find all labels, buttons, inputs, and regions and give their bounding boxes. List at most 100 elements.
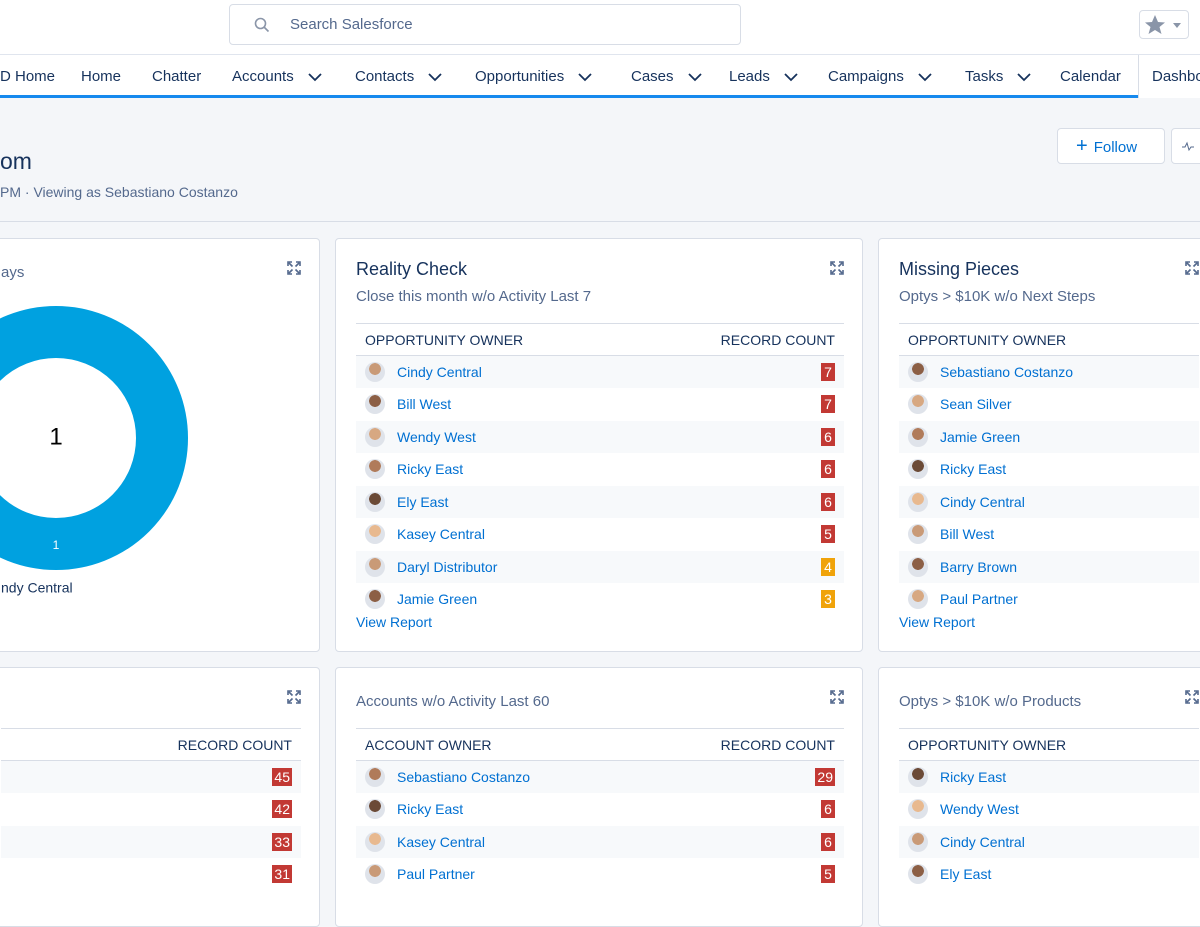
count-badge: 6	[821, 427, 835, 446]
nav-tab[interactable]: Campaigns	[828, 55, 932, 98]
search-box[interactable]: Search Salesforce	[229, 4, 741, 45]
table-row: Bill West 7	[356, 388, 844, 421]
owner-link[interactable]: Cindy Central	[908, 831, 1190, 852]
owner-link[interactable]: Jamie Green	[365, 589, 626, 610]
owner-link[interactable]: Sean Silver	[908, 394, 1190, 415]
avatar	[908, 799, 928, 820]
nav-tab[interactable]: Opportunities	[475, 55, 592, 98]
nav-tab[interactable]: Tasks	[965, 55, 1031, 98]
owner-link[interactable]: Kasey Central	[365, 831, 630, 852]
table-header-row: OPPORTUNITY OWNER	[899, 323, 1199, 356]
nav-tab[interactable]: Home	[81, 55, 121, 98]
owner-name: Sebastiano Costanzo	[397, 769, 531, 785]
view-report-link[interactable]: View Report	[899, 614, 976, 630]
expand-icon[interactable]	[1185, 261, 1199, 275]
nav-tab[interactable]: Dashbo	[1138, 55, 1200, 98]
owner-link[interactable]: Paul Partner	[365, 864, 630, 885]
owner-cell: Cindy Central	[356, 355, 635, 388]
owner-link[interactable]: Ricky East	[908, 767, 1190, 787]
nav-tab[interactable]: Leads	[729, 55, 798, 98]
nav-tab[interactable]: Cases	[631, 55, 702, 98]
expand-shape	[287, 261, 301, 275]
top-bar: Search Salesforce	[0, 0, 1200, 54]
count-badge: 5	[821, 865, 835, 884]
favorites-button[interactable]	[1139, 10, 1189, 39]
owner-cell: Ricky East	[899, 453, 1199, 486]
card-subtitle: Accounts w/o Activity Last 60	[356, 693, 550, 710]
owner-link[interactable]: Ricky East	[908, 459, 1190, 480]
owner-link[interactable]: Wendy West	[908, 799, 1190, 820]
owner-link[interactable]: Ely East	[908, 864, 1190, 885]
owner-link[interactable]: Ricky East	[365, 459, 626, 480]
column-header: OPPORTUNITY OWNER	[356, 323, 635, 356]
table-row: Ricky East 6	[356, 793, 844, 826]
avatar	[908, 362, 928, 382]
owner-link[interactable]: Jamie Green	[908, 426, 1190, 447]
avatar	[365, 491, 385, 512]
nav-tab-label: D Home	[0, 68, 56, 85]
owner-link[interactable]: Daryl Distributor	[365, 556, 626, 577]
chevron-shape	[784, 72, 798, 81]
expand-icon[interactable]	[830, 690, 844, 704]
owner-name: Daryl Distributor	[397, 558, 498, 575]
segment-label: 1	[53, 538, 60, 552]
owner-link[interactable]: Wendy West	[365, 426, 626, 447]
owner-link[interactable]: Sebastiano Costanzo	[908, 362, 1190, 382]
count-cell: 6	[634, 420, 844, 453]
count-cell: 3	[635, 583, 844, 616]
follow-button[interactable]: + Follow	[1057, 128, 1165, 164]
count-cell: 31	[1, 858, 301, 891]
count-badge: 29	[815, 768, 835, 786]
owner-link[interactable]: Cindy Central	[365, 362, 626, 382]
nav-tab[interactable]: Accounts	[232, 55, 322, 98]
owner-name: Paul Partner	[940, 591, 1018, 608]
table-row: Cindy Central	[899, 825, 1199, 858]
nav-tab[interactable]: Calendar	[1060, 55, 1121, 98]
table-row: Paul Partner 5	[356, 858, 844, 891]
count-cell: 33	[1, 825, 301, 858]
expand-icon[interactable]	[287, 261, 301, 275]
owner-link[interactable]: Cindy Central	[908, 491, 1190, 512]
expand-icon[interactable]	[287, 690, 301, 704]
menu-chevron	[687, 72, 702, 81]
card-title: Reality Check	[356, 259, 468, 279]
owner-name: Paul Partner	[397, 866, 475, 883]
owner-link[interactable]: Paul Partner	[908, 589, 1190, 610]
owner-cell: Bill West	[899, 518, 1199, 551]
table-row: Jamie Green 3	[356, 583, 844, 616]
owner-cell: Ricky East	[356, 793, 639, 826]
feed-button[interactable]	[1171, 128, 1200, 164]
count-badge: 6	[821, 492, 835, 511]
expand-icon[interactable]	[830, 261, 844, 275]
owner-name: Ricky East	[940, 769, 1007, 785]
owner-link[interactable]: Barry Brown	[908, 556, 1190, 577]
owner-link[interactable]: Bill West	[365, 394, 626, 415]
table-row: Barry Brown	[899, 550, 1199, 583]
nav-tab[interactable]: D Home	[0, 55, 55, 98]
owner-link[interactable]: Sebastiano Costanzo	[365, 767, 630, 787]
owner-link[interactable]: Kasey Central	[365, 524, 626, 545]
nav-tab[interactable]: Chatter	[152, 55, 201, 98]
search-placeholder: Search Salesforce	[290, 16, 413, 33]
column-header: RECORD COUNT	[639, 728, 844, 761]
owner-link[interactable]: Ely East	[365, 491, 626, 512]
avatar	[908, 394, 928, 415]
table-row: Cindy Central	[899, 485, 1199, 518]
owner-cell: Jamie Green	[356, 583, 635, 616]
table-row: 31	[1, 858, 301, 891]
nav-bar: D Home Home Chatter Accounts Contacts Opportu…	[0, 54, 1200, 98]
view-report-link[interactable]: View Report	[356, 614, 433, 630]
owner-cell: Ricky East	[899, 760, 1199, 793]
table-row: Ricky East 6	[356, 453, 844, 486]
owner-link[interactable]: Ricky East	[365, 799, 630, 820]
owner-link[interactable]: Bill West	[908, 524, 1190, 545]
expand-icon[interactable]	[1185, 690, 1199, 704]
nav-tab[interactable]: Contacts	[355, 55, 442, 98]
table-row: Kasey Central 6	[356, 825, 844, 858]
owner-cell: Sebastiano Costanzo	[899, 355, 1199, 388]
nav-tab-label: Home	[81, 68, 122, 85]
nav-tab-label: Dashbo	[1152, 68, 1200, 85]
owner-cell: Ely East	[356, 485, 635, 518]
count-cell: 6	[635, 453, 844, 486]
owner-name: Ricky East	[397, 801, 464, 818]
